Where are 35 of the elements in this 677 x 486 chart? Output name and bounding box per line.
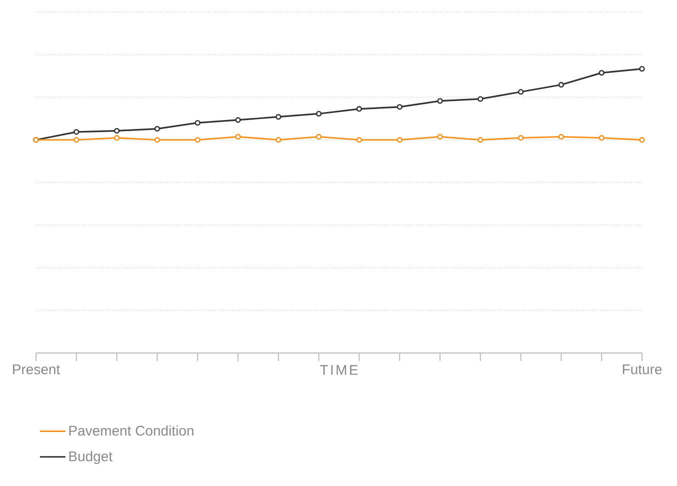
point — [639, 66, 645, 72]
point — [74, 129, 80, 135]
point — [316, 134, 322, 140]
point — [235, 117, 241, 123]
point — [396, 137, 402, 143]
point — [558, 82, 564, 88]
point — [478, 96, 484, 102]
point — [558, 134, 564, 140]
point — [194, 137, 200, 143]
point — [235, 134, 241, 140]
point — [356, 106, 362, 112]
point — [276, 137, 282, 143]
point — [639, 137, 645, 143]
point — [396, 104, 402, 110]
legend-label: Budget — [69, 451, 112, 464]
point — [74, 137, 80, 143]
point — [114, 135, 120, 141]
x-axis-title: TIME — [320, 365, 358, 375]
x-tick-label: Future — [622, 364, 662, 374]
x-tick-label: Present — [13, 364, 60, 374]
point — [356, 137, 362, 143]
point — [194, 120, 200, 126]
point — [114, 128, 120, 134]
point — [154, 137, 160, 143]
point — [518, 89, 524, 95]
point — [316, 110, 322, 117]
legend-label: Pavement Condition — [69, 425, 194, 436]
point — [154, 126, 160, 132]
point — [437, 98, 443, 104]
point — [478, 137, 484, 143]
point — [518, 135, 524, 141]
point — [598, 70, 604, 76]
point — [437, 134, 443, 140]
point — [276, 114, 282, 120]
point — [598, 135, 604, 141]
